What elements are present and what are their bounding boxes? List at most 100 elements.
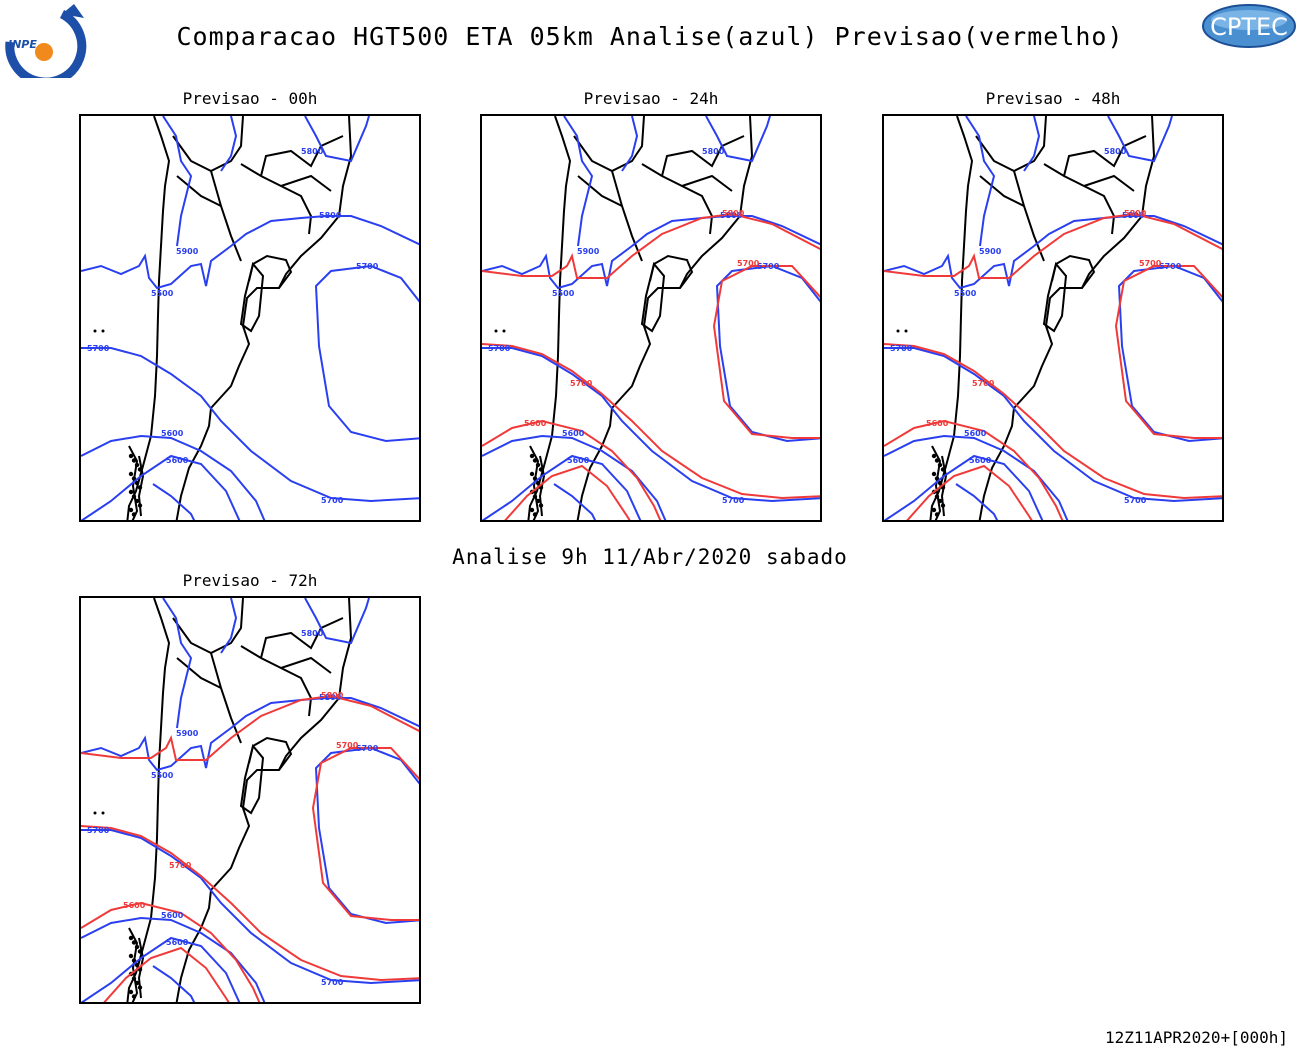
analysis-contour	[162, 598, 193, 729]
contour-label: 5800	[301, 629, 324, 638]
run-timestamp: 12Z11APR2020+[000h]	[1104, 1028, 1288, 1047]
island	[931, 453, 937, 459]
island	[131, 494, 137, 499]
contour-label: 5700	[87, 344, 110, 353]
map-panel-00h: 5800 5900 5700 5800 5700 5600 5600 5500 5700	[79, 114, 421, 522]
analysis-contour	[965, 116, 996, 247]
contour-label: 5700	[972, 379, 995, 388]
contour-label: 5700	[169, 861, 192, 870]
contour-label: 5900	[176, 247, 199, 256]
island	[529, 453, 535, 459]
island	[137, 985, 143, 990]
forecast-contour	[482, 343, 820, 500]
analysis-contour	[705, 116, 771, 163]
forecast-contour	[884, 343, 1222, 500]
contour-label: 5500	[954, 289, 977, 298]
island	[535, 462, 541, 468]
analysis-contour	[1117, 264, 1222, 443]
island	[940, 467, 946, 472]
analysis-contour	[152, 483, 196, 520]
coastline	[1013, 170, 1045, 262]
coastline	[240, 163, 313, 235]
contour-label: 5700	[1124, 496, 1147, 505]
coastline	[210, 652, 242, 744]
contour-label: 5700	[488, 344, 511, 353]
island	[937, 480, 943, 486]
island	[931, 471, 937, 477]
coastline	[239, 743, 265, 815]
island	[131, 458, 137, 463]
coastline	[260, 617, 344, 659]
island	[137, 949, 143, 954]
coastline	[1042, 261, 1068, 333]
island	[538, 503, 544, 508]
coastline	[260, 135, 344, 177]
contour-label: 5700	[890, 344, 913, 353]
island	[93, 329, 97, 333]
forecast-contour	[884, 212, 1222, 279]
inpe-logo: INPE	[5, 4, 87, 78]
contour-label: 5700	[356, 744, 379, 753]
contour-label: 5600	[926, 419, 949, 428]
analysis-contour	[81, 916, 266, 1002]
analysis-contour	[81, 434, 266, 520]
analysis-contour	[304, 116, 370, 163]
contour-label: 5600	[567, 456, 590, 465]
analysis-contour	[482, 215, 728, 290]
contour-label: 5700	[722, 496, 745, 505]
analysis-contour	[482, 347, 820, 503]
forecast-contour	[81, 694, 419, 761]
island	[128, 989, 134, 995]
contour-label: 5800	[301, 147, 324, 156]
map-canvas: 5800590057005800570056005600550057005800…	[884, 116, 1222, 520]
map-canvas: 5800590057005800570056005600550057005800…	[482, 116, 820, 520]
analysis-contour	[563, 116, 594, 247]
analysis-contour	[482, 454, 642, 520]
map-canvas: 5800 5900 5700 5800 5700 5600 5600 5500 5700	[81, 116, 419, 520]
island	[934, 476, 940, 481]
contour-label: 5500	[552, 289, 575, 298]
coastline	[240, 645, 313, 717]
analysis-contour	[304, 598, 370, 645]
analysis-contour	[81, 347, 419, 503]
contour-label: 5700	[570, 379, 593, 388]
contour-label: 5900	[979, 247, 1002, 256]
panel-title-48h: Previsao - 48h	[985, 89, 1121, 108]
contour-label: 5600	[964, 429, 987, 438]
island	[101, 329, 105, 333]
contour-label: 5600	[562, 429, 585, 438]
coastline	[577, 175, 623, 207]
coastline	[978, 116, 1156, 520]
coastline	[1051, 254, 1096, 289]
island	[529, 471, 535, 477]
coastline	[239, 261, 265, 333]
inpe-logo-text: INPE	[8, 38, 37, 51]
contour-label: 5500	[151, 289, 174, 298]
island	[101, 811, 105, 815]
island	[532, 512, 538, 517]
island	[134, 944, 140, 950]
island	[931, 507, 937, 513]
island	[128, 507, 134, 513]
cptec-logo: CPTEC	[1202, 4, 1296, 48]
island	[494, 329, 498, 333]
main-title: Comparacao HGT500 ETA 05km Analise(azul)…	[176, 22, 1124, 51]
island	[131, 512, 137, 517]
coastline	[176, 657, 222, 689]
island	[128, 953, 134, 959]
coastline	[175, 598, 353, 1002]
island	[937, 462, 943, 468]
analysis-contour	[1107, 116, 1173, 163]
analysis-contour	[220, 116, 238, 172]
forecast-contour	[482, 419, 662, 520]
coastline	[661, 135, 745, 177]
contour-label: 5500	[151, 771, 174, 780]
contour-label: 5600	[969, 456, 992, 465]
contour-label: 5700	[1139, 259, 1162, 268]
island	[904, 329, 908, 333]
island	[131, 476, 137, 481]
analysis-contour	[621, 116, 639, 172]
analysis-contour	[884, 434, 1069, 520]
contour-label: 5600	[166, 456, 189, 465]
island	[134, 962, 140, 968]
